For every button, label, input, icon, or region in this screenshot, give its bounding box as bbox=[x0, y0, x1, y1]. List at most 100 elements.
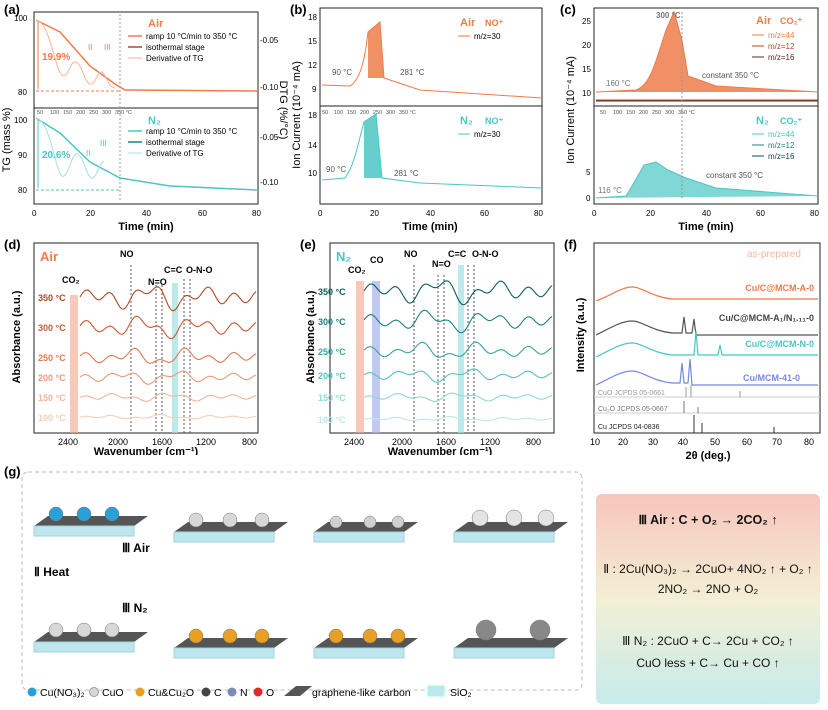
panel-c: (c) Ion Current (10⁻⁴ mA) Air CO₂⁺ m/z=4… bbox=[560, 2, 819, 233]
svg-text:CO₂: CO₂ bbox=[62, 275, 80, 285]
svg-text:20: 20 bbox=[618, 437, 628, 447]
svg-text:250: 250 bbox=[89, 110, 98, 116]
svg-text:Derivative of TG: Derivative of TG bbox=[146, 149, 204, 158]
svg-text:ramp 10 °C/min to 350 °C: ramp 10 °C/min to 350 °C bbox=[146, 32, 238, 41]
svg-text:Air: Air bbox=[756, 15, 772, 27]
panel-b: (b) Ion Current (10⁻⁴ mA) Air NO⁺ m/z=30… bbox=[290, 2, 543, 233]
a-ylabel: TG (mass %) bbox=[1, 108, 13, 173]
svg-text:250 °C: 250 °C bbox=[318, 347, 346, 357]
svg-text:1600: 1600 bbox=[152, 437, 172, 447]
eq-air: Ⅲ Air : C + O₂ → 2CO₂ ↑ bbox=[638, 513, 778, 527]
d-temps: 350 °C 300 °C 250 °C 200 °C 150 °C 100 °… bbox=[38, 293, 66, 423]
svg-text:-0.10: -0.10 bbox=[260, 83, 279, 92]
svg-text:15: 15 bbox=[308, 37, 317, 46]
svg-text:Time (min): Time (min) bbox=[678, 221, 734, 233]
svg-text:60: 60 bbox=[742, 437, 752, 447]
svg-text:as-prepared: as-prepared bbox=[747, 249, 801, 260]
svg-text:150: 150 bbox=[347, 110, 356, 116]
svg-text:60: 60 bbox=[198, 209, 207, 218]
svg-text:Cu&Cu₂O: Cu&Cu₂O bbox=[148, 687, 194, 699]
svg-text:800: 800 bbox=[242, 437, 257, 447]
svg-text:Cu JCPDS 04-0836: Cu JCPDS 04-0836 bbox=[598, 424, 660, 431]
svg-text:80: 80 bbox=[252, 209, 261, 218]
panel-d: (d) Absorbance (a.u.) Air 350 °C 300 °C … bbox=[4, 237, 259, 455]
svg-text:9: 9 bbox=[312, 85, 317, 94]
svg-text:300 °C: 300 °C bbox=[318, 317, 346, 327]
svg-text:100: 100 bbox=[14, 116, 28, 125]
svg-text:Intensity (a.u.): Intensity (a.u.) bbox=[575, 297, 587, 372]
svg-text:200: 200 bbox=[360, 110, 369, 116]
equation-box: Ⅲ Air : C + O₂ → 2CO₂ ↑ Ⅱ : 2Cu(NO₃)₂ → … bbox=[596, 494, 820, 704]
c-n2-co2 bbox=[595, 161, 819, 199]
svg-text:116 °C: 116 °C bbox=[598, 186, 622, 195]
svg-text:50: 50 bbox=[37, 110, 43, 116]
svg-text:Ⅲ Air: Ⅲ Air bbox=[122, 541, 150, 555]
svg-text:Absorbance (a.u.): Absorbance (a.u.) bbox=[11, 290, 23, 383]
svg-text:2400: 2400 bbox=[58, 437, 78, 447]
svg-text:(f): (f) bbox=[564, 237, 577, 252]
svg-text:CO₂: CO₂ bbox=[348, 265, 366, 275]
svg-text:100: 100 bbox=[334, 110, 343, 116]
svg-text:18: 18 bbox=[308, 111, 317, 120]
svg-text:18: 18 bbox=[308, 13, 317, 22]
a-ticks: 100 80 100 90 80 -0.05 -0.10 -0.05 -0.10… bbox=[14, 14, 279, 218]
svg-text:(g): (g) bbox=[4, 464, 21, 479]
a-air-loss: 19.9% bbox=[42, 52, 70, 63]
svg-text:0: 0 bbox=[318, 209, 323, 218]
svg-text:(b): (b) bbox=[290, 2, 307, 17]
svg-text:Cu₂O JCPDS 05-0667: Cu₂O JCPDS 05-0667 bbox=[598, 406, 668, 413]
svg-text:2000: 2000 bbox=[392, 437, 412, 447]
svg-text:200: 200 bbox=[639, 110, 648, 116]
svg-text:150 °C: 150 °C bbox=[38, 393, 66, 403]
panel-f: (f) Intensity (a.u.) as-prepared Cu/C@MC… bbox=[564, 237, 821, 462]
svg-text:10: 10 bbox=[590, 437, 600, 447]
svg-text:100: 100 bbox=[613, 110, 622, 116]
svg-text:Air: Air bbox=[40, 249, 58, 264]
svg-text:Air: Air bbox=[460, 17, 476, 29]
svg-text:O-N-O: O-N-O bbox=[472, 249, 499, 259]
svg-text:100 °C: 100 °C bbox=[38, 413, 66, 423]
g-legend: Cu(NO₃)₂ CuO Cu&Cu₂O C N O graphene-like… bbox=[27, 685, 472, 699]
svg-text:12: 12 bbox=[308, 61, 317, 70]
svg-text:N=O: N=O bbox=[148, 277, 167, 287]
svg-text:CuO JCPDS 05-0661: CuO JCPDS 05-0661 bbox=[598, 390, 665, 397]
eq-heat-1: Ⅱ : 2Cu(NO₃)₂ → 2CuO+ 4NO₂ ↑ + O₂ ↑ bbox=[603, 562, 813, 576]
svg-text:10: 10 bbox=[582, 89, 591, 98]
svg-text:NO: NO bbox=[120, 249, 134, 259]
svg-text:-0.05: -0.05 bbox=[260, 36, 279, 45]
svg-text:50: 50 bbox=[710, 437, 720, 447]
svg-text:14: 14 bbox=[308, 141, 317, 150]
svg-text:90: 90 bbox=[18, 151, 27, 160]
svg-text:250 °C: 250 °C bbox=[38, 353, 66, 363]
a-n2-legend: ramp 10 °C/min to 350 °C isothermal stag… bbox=[128, 127, 238, 158]
svg-text:m/z=44: m/z=44 bbox=[768, 31, 795, 40]
svg-text:isothermal stage: isothermal stage bbox=[146, 43, 205, 52]
svg-text:III: III bbox=[100, 139, 107, 148]
svg-text:(c): (c) bbox=[560, 2, 576, 17]
svg-text:1200: 1200 bbox=[196, 437, 216, 447]
svg-text:300: 300 bbox=[665, 110, 674, 116]
spectrum-line bbox=[363, 341, 553, 358]
panel-e: (e) Absorbance (a.u.) N₂ 350 °C 300 °C 2… bbox=[300, 237, 555, 455]
svg-text:40: 40 bbox=[678, 437, 688, 447]
svg-text:m/z=12: m/z=12 bbox=[768, 42, 795, 51]
svg-text:Time (min): Time (min) bbox=[402, 221, 458, 233]
svg-text:N: N bbox=[240, 687, 248, 699]
svg-text:40: 40 bbox=[702, 209, 711, 218]
b-air-curve bbox=[321, 20, 543, 99]
a-inset-ticks: 50 100 150 200 250 300 350 °C bbox=[37, 110, 132, 116]
svg-text:II: II bbox=[86, 149, 90, 158]
eq-n2-b: CuO less + C→ Cu + CO ↑ bbox=[636, 656, 780, 670]
svg-text:80: 80 bbox=[810, 209, 819, 218]
svg-text:5: 5 bbox=[586, 168, 591, 177]
svg-text:0: 0 bbox=[586, 194, 591, 203]
svg-text:2400: 2400 bbox=[344, 437, 364, 447]
svg-text:Ion Current (10⁻⁴ mA): Ion Current (10⁻⁴ mA) bbox=[565, 56, 577, 164]
b-n2-curve bbox=[321, 113, 543, 189]
panel-g: (g) Ⅱ Heat Ⅲ Air Ⅲ N₂ Cu(NO₃)₂ CuO Cu&Cu… bbox=[4, 464, 583, 699]
svg-text:m/z=16: m/z=16 bbox=[768, 152, 795, 161]
a-air-tg bbox=[35, 19, 259, 92]
svg-text:constant 350 °C: constant 350 °C bbox=[702, 71, 759, 80]
d-spectra bbox=[79, 286, 257, 420]
svg-text:N=O: N=O bbox=[432, 259, 451, 269]
